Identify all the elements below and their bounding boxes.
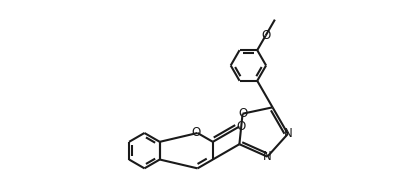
Text: O: O xyxy=(261,29,270,42)
Text: O: O xyxy=(191,127,201,139)
Text: N: N xyxy=(284,127,292,140)
Text: O: O xyxy=(238,107,247,120)
Text: N: N xyxy=(263,150,272,163)
Text: O: O xyxy=(236,120,246,133)
